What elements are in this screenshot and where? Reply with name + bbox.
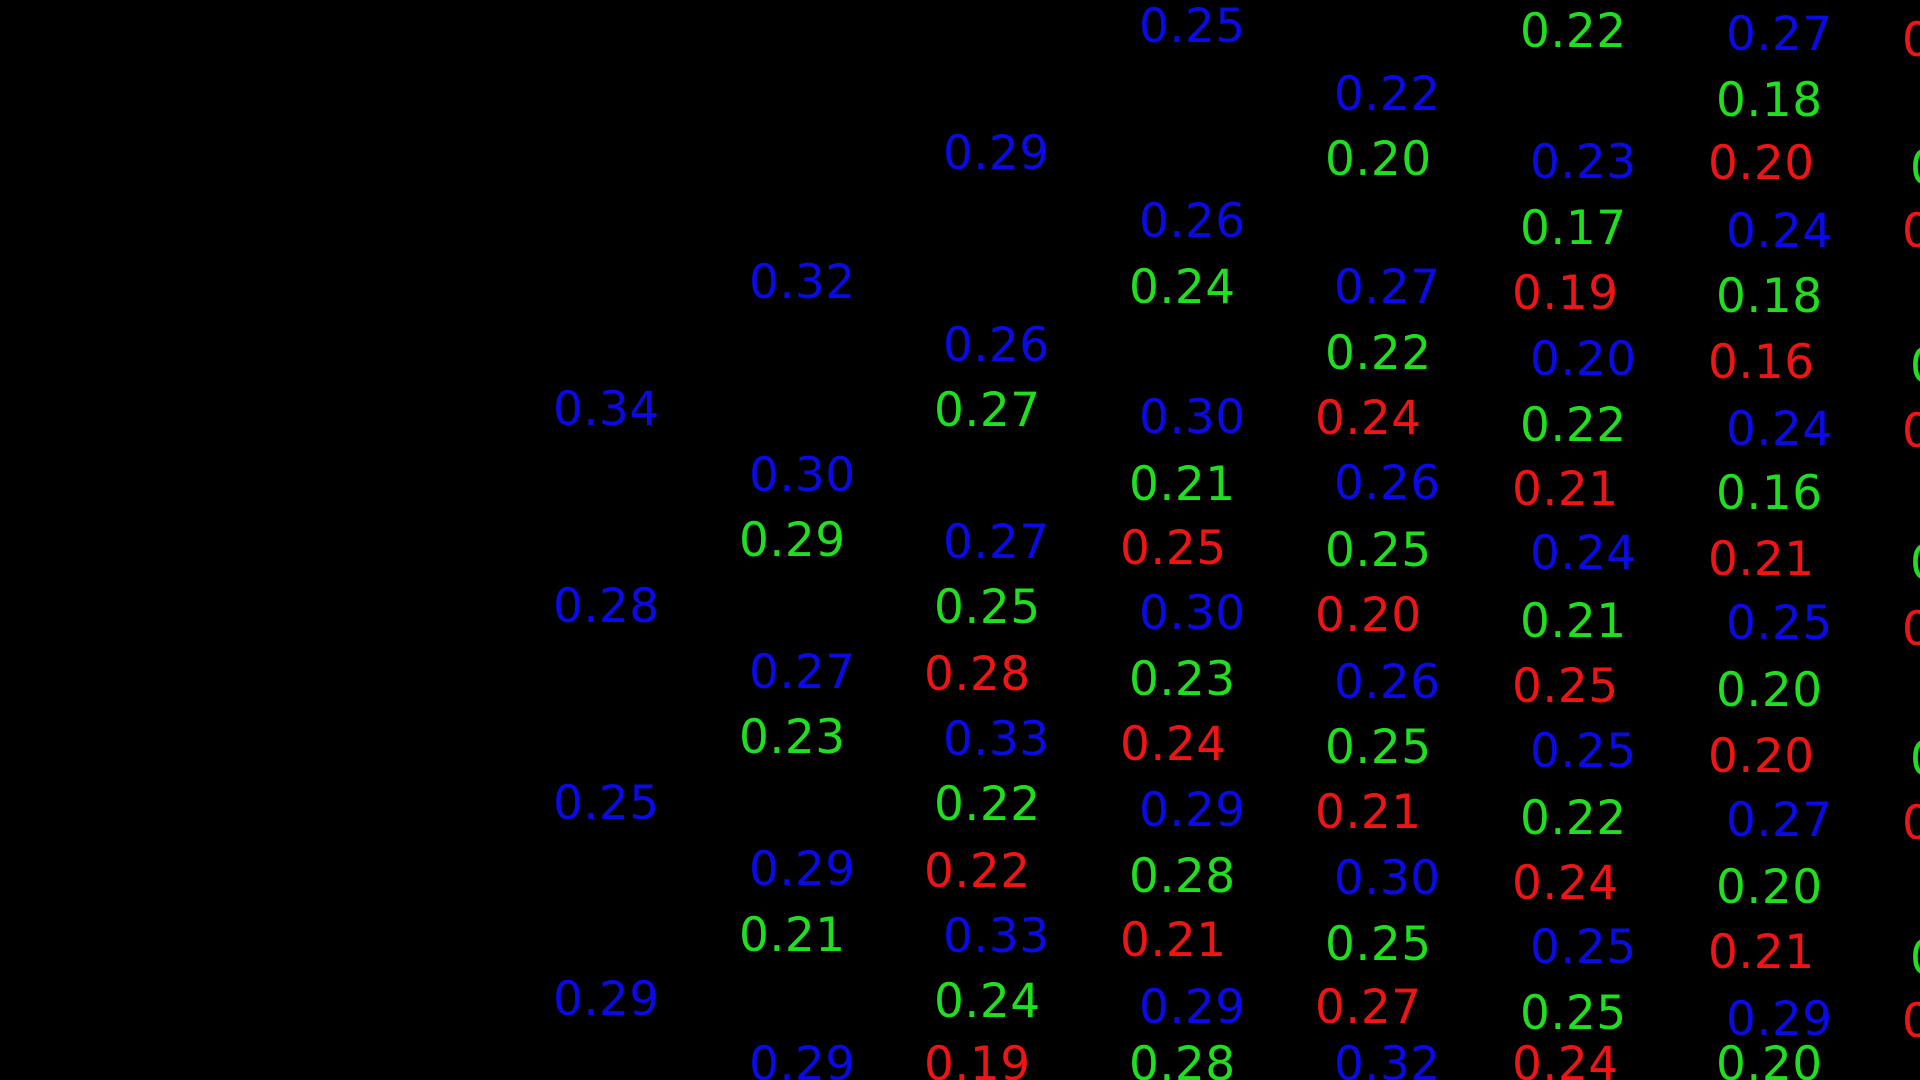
value-label: 0.25 [1325,720,1432,775]
value-label: 0.21 [1708,925,1815,980]
value-label: 0.21 [1708,532,1815,587]
value-label: 0.18 [1716,73,1823,128]
value-label: 0.20 [1530,332,1637,387]
value-label: 0.27 [749,645,856,700]
value-label: 0.16 [1716,466,1823,521]
value-label: 0 [1910,343,1920,390]
value-label: 0.21 [1512,462,1619,517]
value-label: 0 [1910,736,1920,783]
value-label: 0.30 [749,448,856,503]
value-label: 0.29 [739,513,846,568]
value-label: 0.22 [1520,398,1627,453]
value-label: 0.25 [1726,596,1833,651]
value-label: 0.22 [1334,67,1441,122]
value-label: 0.20 [1315,588,1422,643]
value-label: 0.22 [924,844,1031,899]
value-label: 0.24 [1530,526,1637,581]
value-label: 0.29 [553,972,660,1027]
value-label: 0.27 [1726,793,1833,848]
value-label: 0.25 [553,776,660,831]
value-label: 0.28 [553,579,660,634]
value-label: 0.24 [1726,204,1833,259]
value-label: 0.29 [1139,980,1246,1035]
value-label: 0.19 [1512,266,1619,321]
value-label: 0.28 [1129,849,1236,904]
value-label: 0.24 [1726,402,1833,457]
value-label: 0.22 [1325,326,1432,381]
value-label: 0.30 [1139,586,1246,641]
value-label: 0.25 [1120,521,1227,576]
value-label: 0.29 [1139,783,1246,838]
value-label: 0.29 [749,1037,856,1080]
value-label: 0.30 [1139,390,1246,445]
value-label: 0 [1902,994,1920,1049]
value-label: 0.20 [1708,136,1815,191]
value-label: 0.25 [1530,724,1637,779]
value-label: 0.33 [943,712,1050,767]
value-label: 0.21 [1120,913,1227,968]
value-label: 0.20 [1708,729,1815,784]
value-label: 0 [1902,13,1920,68]
value-label: 0.16 [1708,335,1815,390]
value-label: 0.20 [1716,860,1823,915]
value-label: 0.25 [1520,986,1627,1041]
value-label: 0.27 [1726,7,1833,62]
value-label: 0.24 [1512,1037,1619,1080]
value-label: 0.25 [1512,659,1619,714]
value-label: 0.20 [1716,1037,1823,1080]
value-label: 0 [1902,404,1920,459]
value-label: 0.26 [1139,194,1246,249]
value-label: 0 [1910,935,1920,982]
value-label: 0.24 [1129,260,1236,315]
value-label: 0.22 [934,777,1041,832]
value-label: 0.24 [1512,856,1619,911]
value-label: 0.34 [553,382,660,437]
value-label: 0.21 [1520,594,1627,649]
value-label: 0.22 [1520,4,1627,59]
value-label: 0.30 [1334,851,1441,906]
value-label: 0.24 [934,974,1041,1029]
value-label: 0 [1902,204,1920,259]
value-label: 0.28 [924,647,1031,702]
value-label: 0.22 [1520,791,1627,846]
value-label: 0.29 [749,842,856,897]
value-label: 0.26 [943,318,1050,373]
value-label: 0.27 [1334,260,1441,315]
value-label: 0.21 [1129,457,1236,512]
value-label: 0.23 [739,710,846,765]
value-label: 0.25 [1325,523,1432,578]
value-label: 0.27 [943,515,1050,570]
value-label: 0.17 [1520,201,1627,256]
value-label: 0.28 [1129,1037,1236,1080]
value-label: 0.32 [1334,1037,1441,1080]
value-label: 0.23 [1530,135,1637,190]
value-label: 0.19 [924,1037,1031,1080]
value-label: 0 [1902,796,1920,851]
value-label: 0.20 [1325,132,1432,187]
value-label: 0.21 [1315,785,1422,840]
value-label: 0.23 [1129,652,1236,707]
value-label: 0 [1910,145,1920,192]
value-label: 0.20 [1716,663,1823,718]
value-label: 0.26 [1334,655,1441,710]
value-label: 0.24 [1315,391,1422,446]
value-label: 0.26 [1334,456,1441,511]
value-label: 0.29 [943,126,1050,181]
value-label: 0 [1910,540,1920,587]
value-label: 0 [1902,602,1920,657]
value-label: 0.25 [1530,920,1637,975]
value-label: 0.32 [749,255,856,310]
value-label: 0.33 [943,909,1050,964]
value-label: 0.29 [1726,992,1833,1047]
value-label: 0.27 [1315,980,1422,1035]
value-label: 0.24 [1120,717,1227,772]
value-label: 0.25 [934,580,1041,635]
value-label: 0.25 [1139,0,1246,54]
value-label: 0.18 [1716,269,1823,324]
value-label: 0.25 [1325,917,1432,972]
value-label: 0.27 [934,383,1041,438]
value-label: 0.21 [739,908,846,963]
